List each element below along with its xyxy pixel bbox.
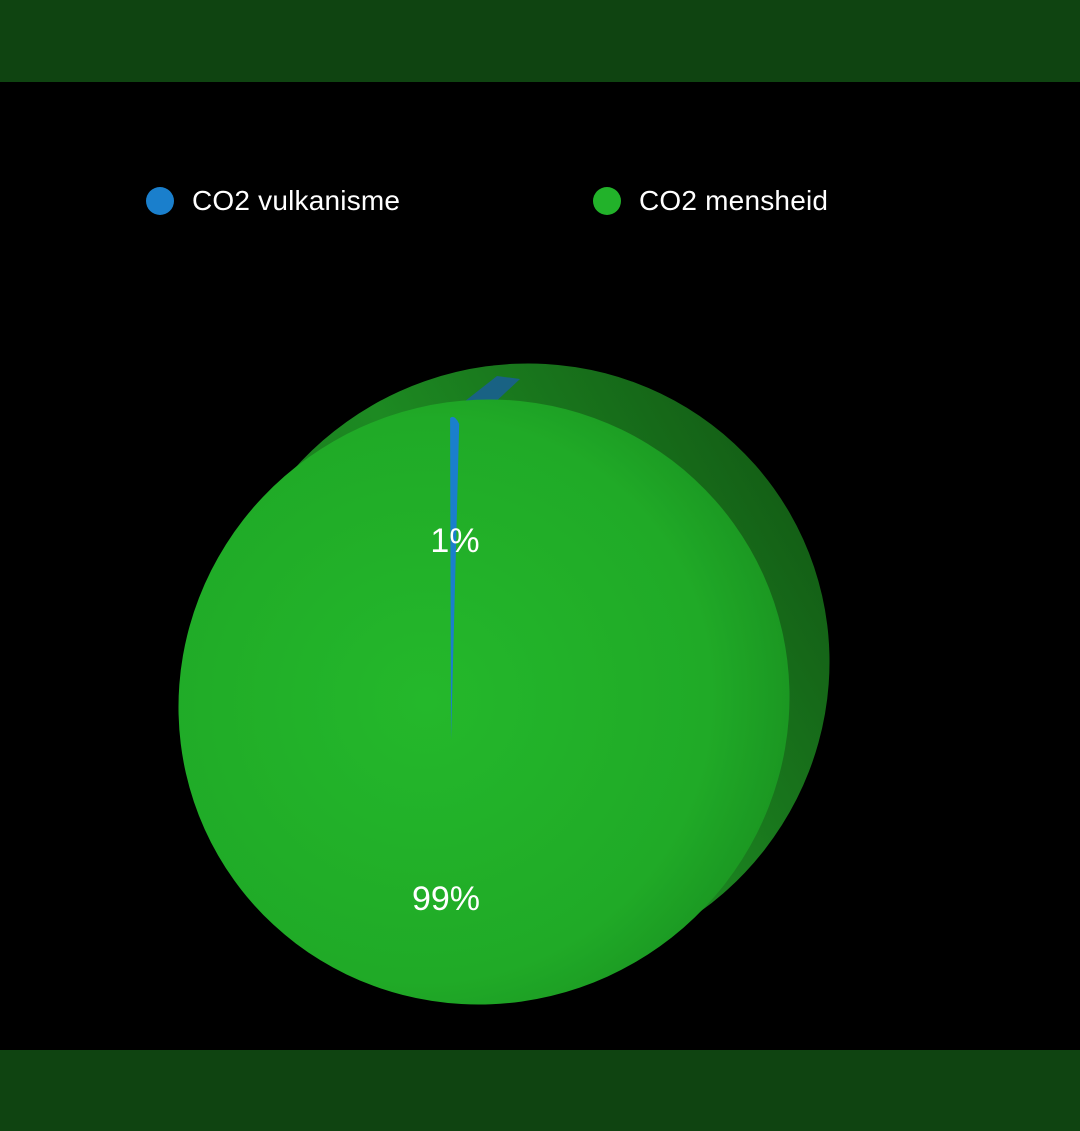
legend-swatch-vulkanisme (146, 187, 174, 215)
legend-label-mensheid: CO2 mensheid (639, 185, 829, 216)
data-label-vulkanisme: 1% (430, 522, 479, 560)
data-label-mensheid: 99% (412, 880, 480, 918)
legend-item-mensheid: CO2 mensheid (593, 182, 828, 220)
legend-label-vulkanisme: CO2 vulkanisme (192, 185, 401, 216)
slice-vulkanisme (450, 416, 460, 740)
bottom-band (0, 1050, 1080, 1131)
top-band (0, 0, 1080, 82)
legend-swatch-mensheid (593, 187, 621, 215)
legend-item-vulkanisme: CO2 vulkanisme (146, 182, 400, 220)
pie-face (178, 399, 790, 1005)
